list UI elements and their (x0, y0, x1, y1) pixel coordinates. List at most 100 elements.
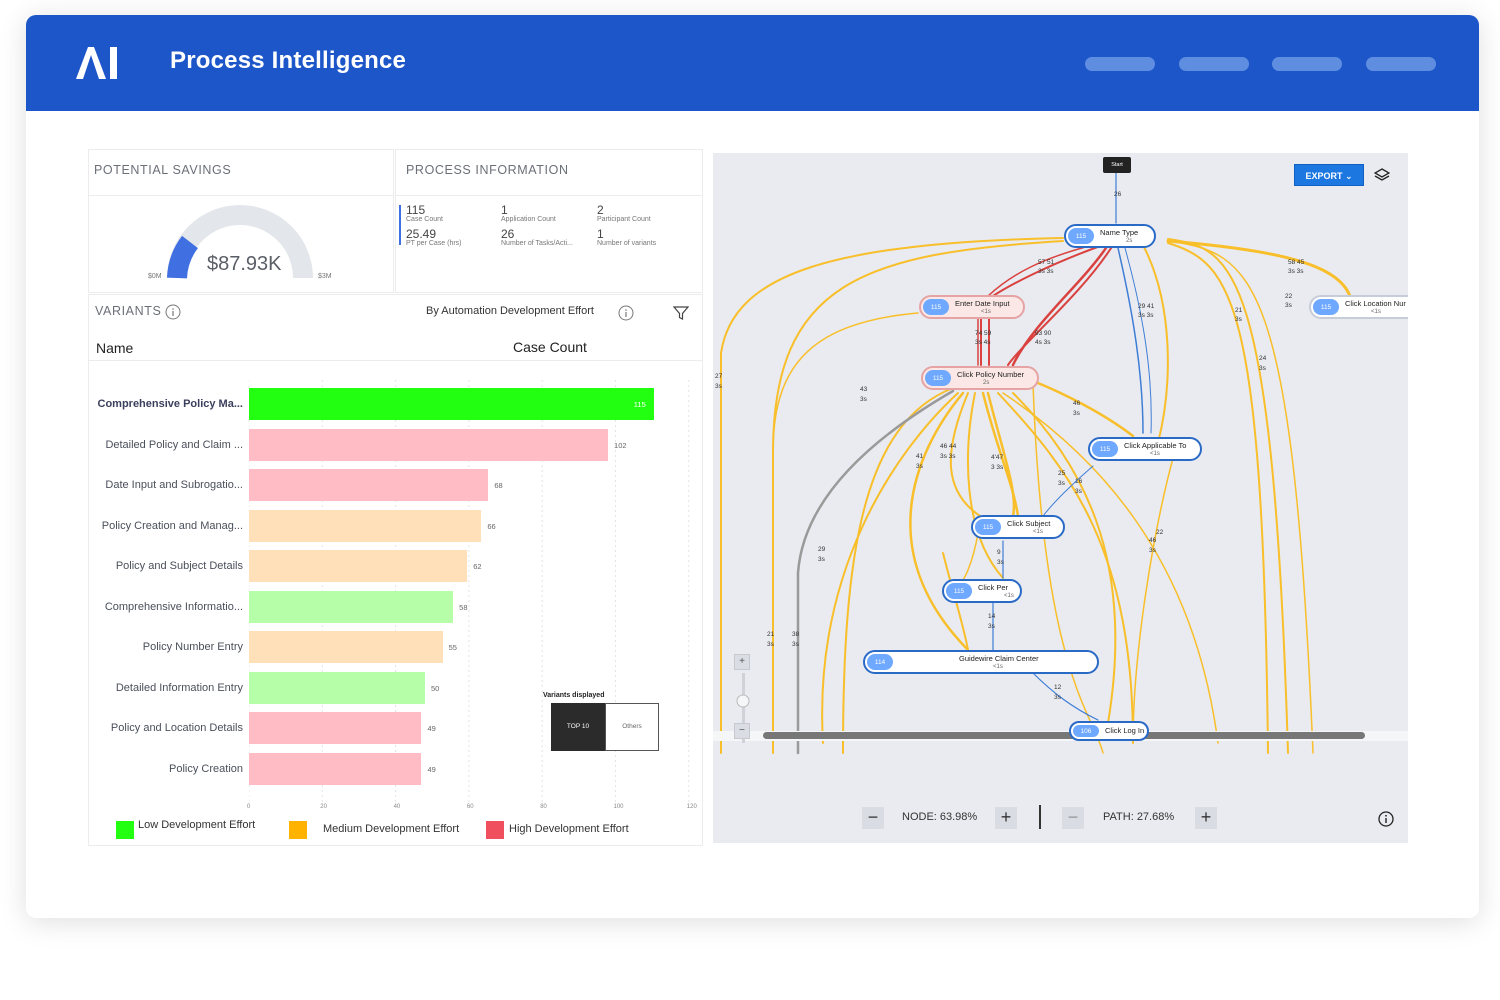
col-header-name[interactable]: Name (96, 340, 134, 356)
path-plus-button[interactable]: + (1195, 807, 1217, 829)
node-enter-date-input[interactable]: 115 Enter Date Input <1s (919, 295, 1025, 319)
variant-name[interactable]: Policy and Location Details (110, 722, 243, 734)
start-node[interactable]: Start (1103, 157, 1131, 173)
variant-bar[interactable] (249, 550, 468, 582)
export-button[interactable]: EXPORT ⌄ (1294, 164, 1364, 186)
group-by-info-icon[interactable] (618, 305, 634, 321)
node-name: Click Location Nur (1345, 299, 1406, 308)
edge-label: 3s (1149, 547, 1156, 554)
graph-scrollbar-thumb[interactable] (763, 732, 1365, 739)
node-guidewire-claim-center[interactable]: 114 Guidewire Claim Center <1s (863, 650, 1099, 674)
savings-gauge (167, 205, 313, 279)
node-duration: <1s (1004, 593, 1014, 599)
axis-tick: 100 (613, 804, 624, 810)
path-zoom-label: PATH: 27.68% (1103, 811, 1175, 823)
edge-label: 3s (1235, 316, 1242, 323)
ai-logo-icon[interactable] (74, 45, 122, 81)
edge-label: 3s (860, 396, 867, 403)
graph-info-icon[interactable] (1378, 811, 1394, 827)
nav-pill-2[interactable] (1179, 57, 1249, 71)
edge-label: 21 (1235, 307, 1243, 314)
node-click-subject[interactable]: 115 Click Subject <1s (971, 515, 1065, 539)
app-title: Process Intelligence (170, 47, 407, 74)
variant-count: 68 (494, 481, 503, 490)
variant-name[interactable]: Policy Creation (169, 762, 243, 775)
node-click-applicable-to[interactable]: 115 Click Applicable To <1s (1088, 437, 1202, 461)
node-duration: 2s (1126, 238, 1133, 244)
legend-swatch-high (486, 821, 504, 839)
process-info-panel (395, 196, 703, 293)
edge-label: 38 (792, 631, 800, 638)
edge-label: 46 44 (940, 443, 957, 450)
variant-count: 49 (427, 764, 436, 774)
nav-pill-3[interactable] (1272, 57, 1342, 71)
variant-name[interactable]: Policy Creation and Manag... (101, 519, 243, 532)
variant-bar[interactable] (249, 590, 454, 623)
node-plus-button[interactable]: + (995, 807, 1017, 829)
edge-label: 3s (1073, 410, 1080, 417)
toggle-others[interactable]: Others (605, 703, 659, 751)
nav-pill-1[interactable] (1085, 57, 1155, 71)
edge-label: 3 3s (991, 464, 1004, 471)
stat-value-5: 1 (597, 227, 604, 241)
node-name: Name Type (1100, 228, 1139, 237)
process-graph-canvas[interactable]: Start 26 57 51 3s 3s 29 41 3s 3s 58 45 3s 3s 21… (713, 153, 1408, 843)
variant-name[interactable]: Policy Number Entry (142, 641, 243, 653)
variant-bar[interactable] (249, 469, 489, 501)
path-minus-button[interactable]: − (1062, 807, 1084, 829)
node-click-per[interactable]: 115 Click Per <1s (942, 579, 1022, 603)
legend-medium: Medium Development Effort (323, 823, 460, 835)
variant-name[interactable]: Comprehensive Informatio... (104, 600, 243, 613)
stat-label-1: Application Count (501, 216, 556, 223)
variants-info-icon[interactable] (165, 304, 181, 320)
variant-bar[interactable] (249, 712, 422, 744)
toggle-top10[interactable]: TOP 10 (551, 703, 605, 751)
variant-bar[interactable] (249, 752, 422, 785)
variant-name[interactable]: Detailed Policy and Claim ... (105, 438, 243, 451)
process-info-header (395, 149, 703, 196)
variants-title: VARIANTS (95, 304, 162, 318)
node-count: 115 (923, 299, 949, 315)
variant-bar[interactable] (249, 388, 654, 420)
edge-label: 16 (1075, 478, 1083, 485)
node-click-policy-number[interactable]: 115 Click Policy Number 2s (921, 366, 1039, 390)
variant-name[interactable]: Detailed Information Entry (115, 681, 243, 694)
variant-bar[interactable] (249, 428, 609, 461)
node-name-type[interactable]: 115 Name Type 2s (1064, 224, 1156, 248)
axis-tick: 120 (686, 804, 697, 810)
node-count: 115 (946, 583, 972, 599)
node-duration: <1s (1033, 529, 1043, 535)
node-click-log-in[interactable]: 106 Click Log In (1069, 721, 1149, 741)
variant-bar[interactable] (249, 671, 425, 704)
node-click-location[interactable]: 115 Click Location Nur <1s (1309, 295, 1408, 319)
node-minus-button[interactable]: − (862, 807, 884, 829)
edge-label: 3s (1075, 488, 1082, 495)
graph-zoom-out-button[interactable]: − (734, 723, 750, 739)
node-count: 115 (925, 370, 951, 386)
edge-label: 25 (1058, 470, 1066, 477)
variant-bar[interactable] (249, 631, 443, 663)
node-name: Click Per (978, 583, 1009, 592)
node-duration: <1s (993, 664, 1003, 670)
variant-bar[interactable] (249, 509, 482, 542)
stat-value-0: 115 (406, 203, 426, 217)
variant-count: 55 (448, 643, 457, 652)
variant-name[interactable]: Comprehensive Policy Ma... (97, 398, 244, 410)
nav-pill-4[interactable] (1366, 57, 1436, 71)
variant-name[interactable]: Policy and Subject Details (115, 560, 243, 572)
stat-label-0: Case Count (406, 216, 443, 223)
group-by-label[interactable]: By Automation Development Effort (426, 305, 594, 317)
filter-icon[interactable] (673, 305, 689, 321)
col-header-case-count[interactable]: Case Count (513, 339, 587, 355)
layers-icon[interactable] (1374, 167, 1390, 183)
savings-title: POTENTIAL SAVINGS (94, 163, 232, 177)
axis-tick: 80 (540, 804, 547, 810)
variant-name[interactable]: Date Input and Subrogatio... (105, 479, 243, 491)
node-name: Click Log In (1105, 726, 1145, 735)
edge-label: 3s 3s (1038, 268, 1054, 275)
node-count: 115 (1313, 299, 1339, 315)
node-name: Click Applicable To (1124, 441, 1187, 450)
graph-zoom-in-button[interactable]: + (734, 654, 750, 670)
node-count: 115 (1092, 441, 1118, 457)
stat-value-2: 2 (597, 203, 604, 217)
